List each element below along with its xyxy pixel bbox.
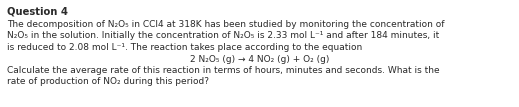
Text: is reduced to 2.08 mol L⁻¹. The reaction takes place according to the equation: is reduced to 2.08 mol L⁻¹. The reaction… — [7, 43, 362, 52]
Text: The decomposition of N₂O₅ in CCl4 at 318K has been studied by monitoring the con: The decomposition of N₂O₅ in CCl4 at 318… — [7, 20, 444, 29]
Text: 2 N₂O₅ (g) → 4 NO₂ (g) + O₂ (g): 2 N₂O₅ (g) → 4 NO₂ (g) + O₂ (g) — [190, 54, 330, 63]
Text: rate of production of NO₂ during this period?: rate of production of NO₂ during this pe… — [7, 77, 209, 86]
Text: N₂O₅ in the solution. Initially the concentration of N₂O₅ is 2.33 mol L⁻¹ and af: N₂O₅ in the solution. Initially the conc… — [7, 31, 439, 41]
Text: Calculate the average rate of this reaction in terms of hours, minutes and secon: Calculate the average rate of this react… — [7, 66, 440, 75]
Text: Question 4: Question 4 — [7, 6, 68, 16]
